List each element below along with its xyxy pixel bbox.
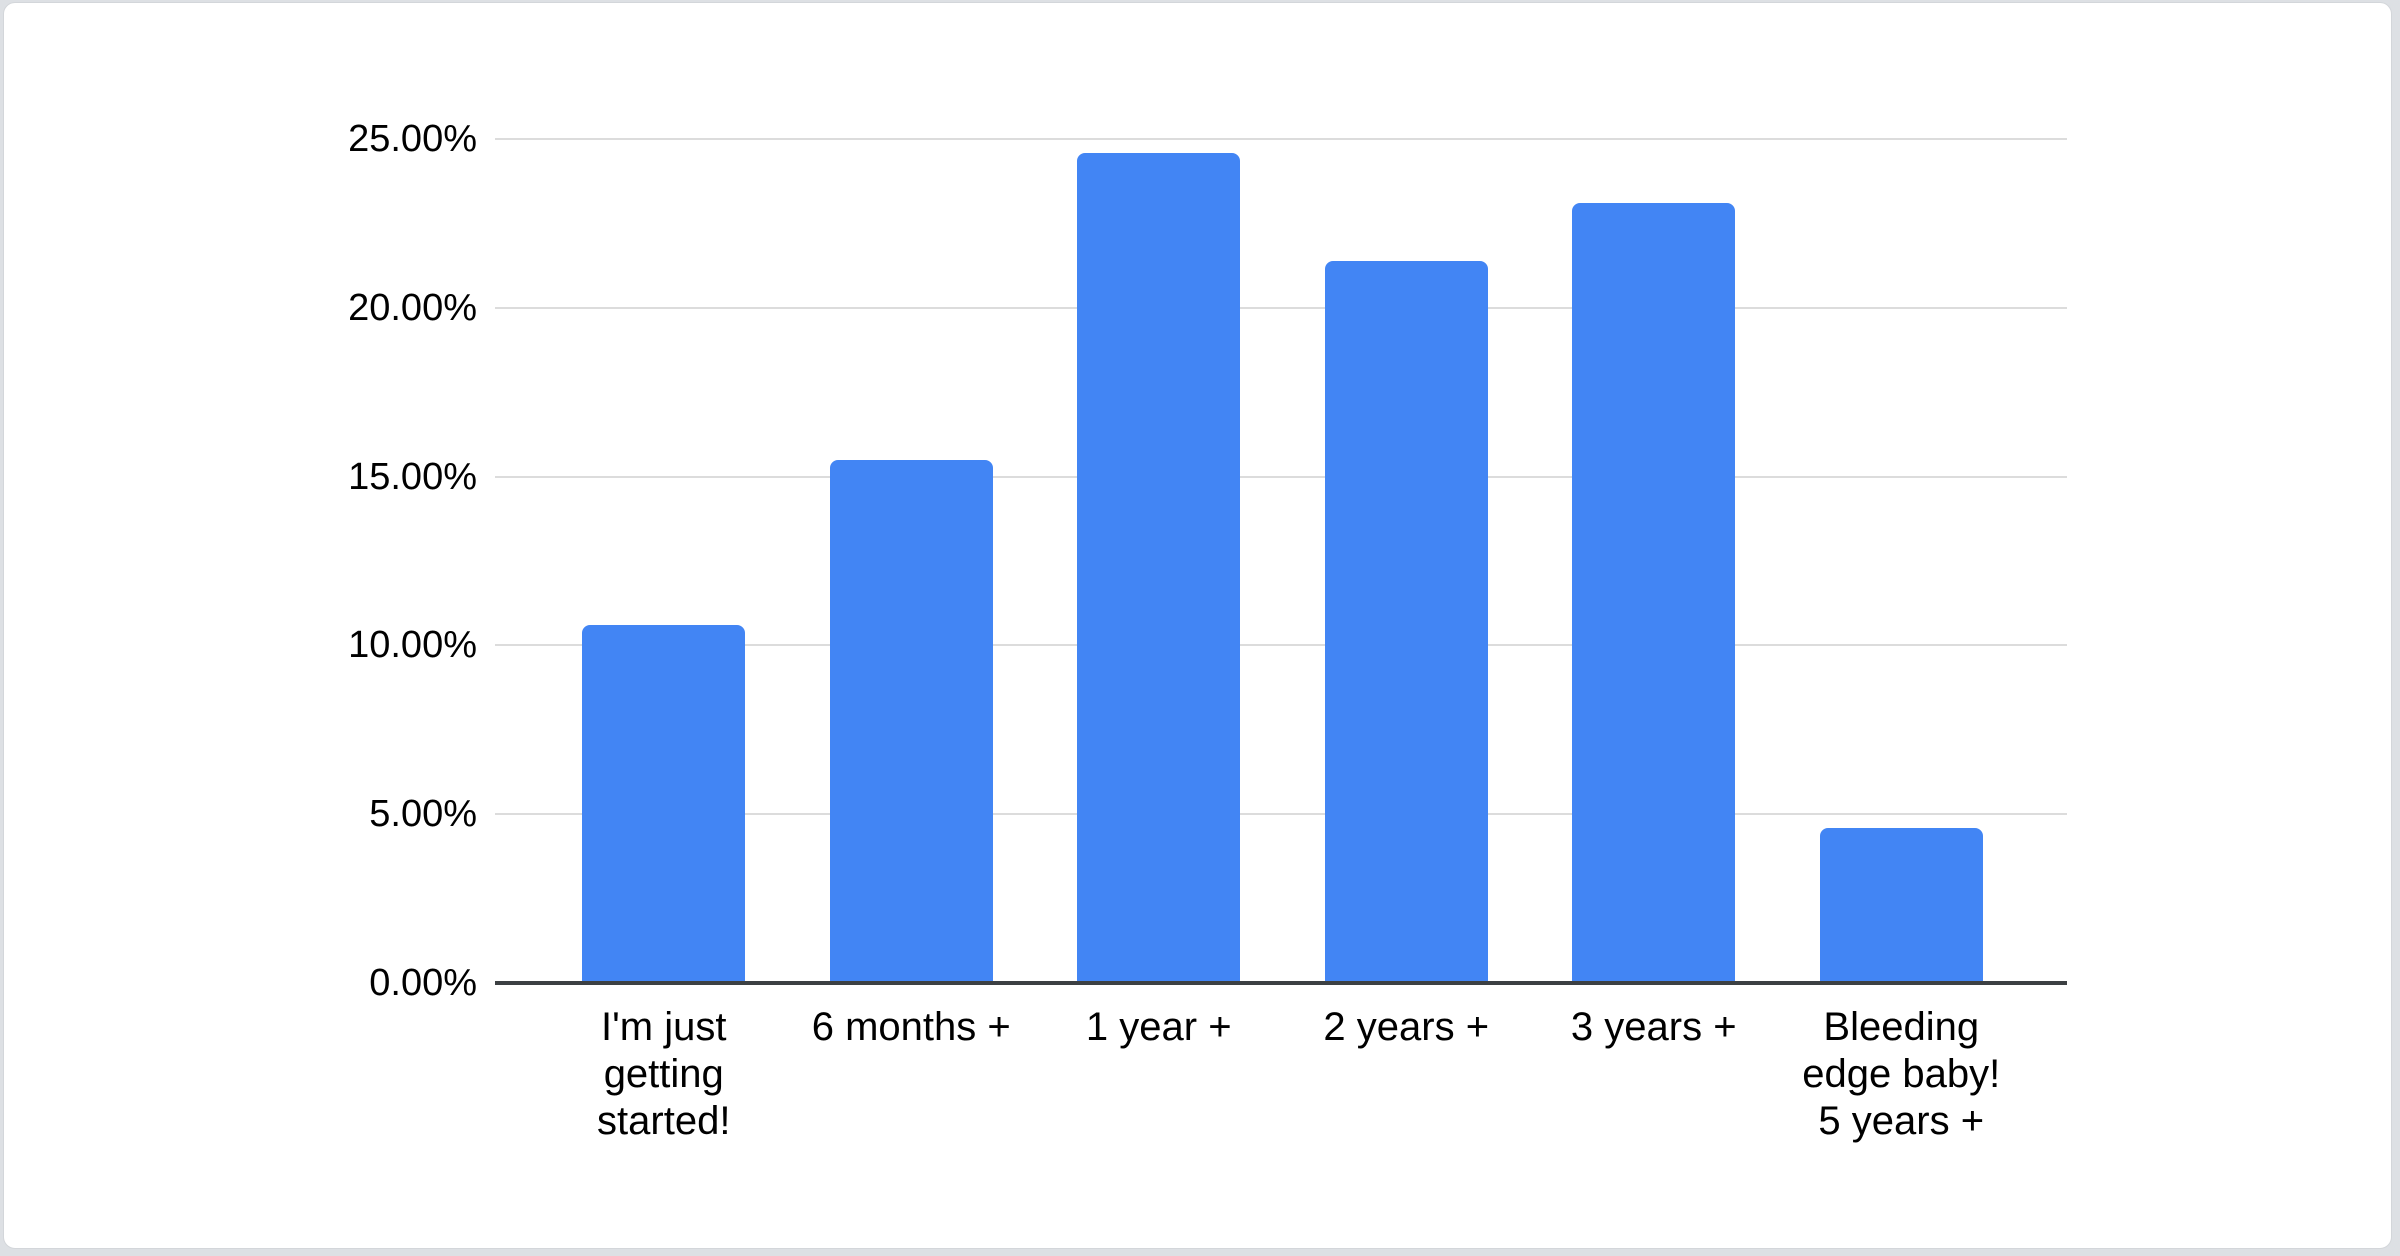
bar-2[interactable] — [829, 459, 993, 983]
y-axis-tick-label: 25.00% — [348, 118, 477, 160]
y-axis-tick-label: 15.00% — [348, 455, 477, 498]
x-axis-category-label: 1 year + — [1085, 1005, 1232, 1049]
gridline-25.00% — [495, 138, 2067, 140]
bar-4[interactable] — [1324, 260, 1488, 983]
bar-3[interactable] — [1077, 152, 1241, 983]
x-axis-category-label: I'm just getting started! — [597, 1005, 731, 1143]
x-axis-category-label: 3 years + — [1570, 1005, 1737, 1049]
gridline-5.00% — [495, 813, 2067, 816]
gridline-15.00% — [495, 475, 2067, 478]
y-axis-tick-label: 5.00% — [369, 793, 477, 836]
y-axis-tick-label: 10.00% — [348, 624, 477, 667]
bar-6[interactable] — [1819, 827, 1983, 983]
bar-5[interactable] — [1572, 203, 1736, 983]
x-axis-category-label: 2 years + — [1323, 1005, 1490, 1049]
x-axis-line — [495, 981, 2067, 985]
bar-1[interactable] — [582, 625, 746, 983]
y-axis-tick-label: 0.00% — [369, 962, 477, 1004]
gridline-10.00% — [495, 644, 2067, 647]
gridline-20.00% — [495, 306, 2067, 309]
x-axis-category-label: 6 months + — [811, 1005, 1011, 1049]
y-axis-tick-label: 20.00% — [348, 286, 477, 329]
x-axis-category-label: Bleeding edge baby! 5 years + — [1802, 1005, 2001, 1143]
